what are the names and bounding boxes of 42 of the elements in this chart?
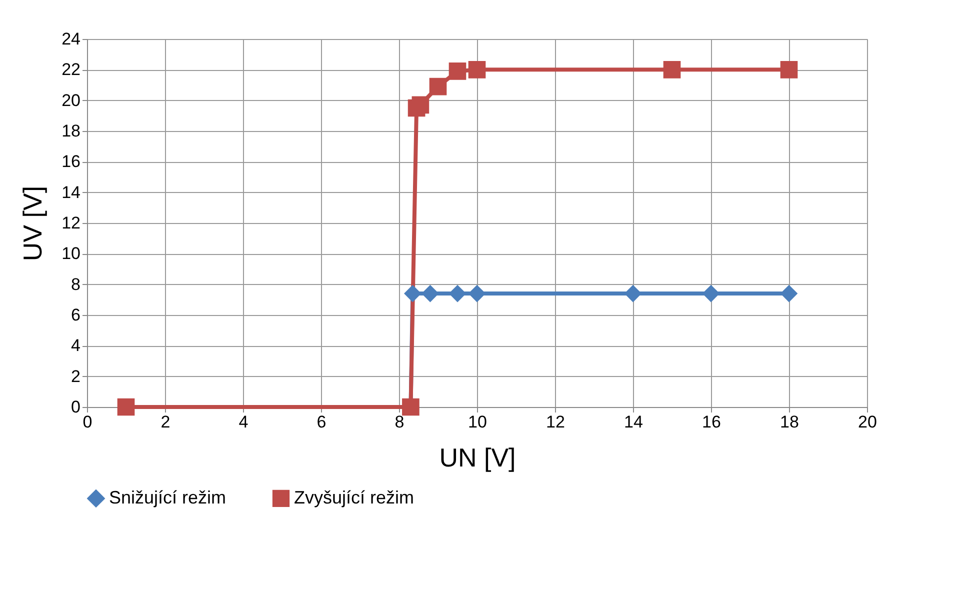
x-tick-label: 18 <box>780 412 799 432</box>
y-tick-label: 14 <box>62 182 80 202</box>
point <box>780 284 798 302</box>
point <box>422 284 439 302</box>
x-tick-label: 4 <box>238 412 248 432</box>
x-axis-title: UN [V] <box>439 442 516 472</box>
y-tick-label: 18 <box>62 122 80 140</box>
y-tick-label: 2 <box>71 366 80 386</box>
point <box>702 284 720 302</box>
y-tick-label: 6 <box>71 306 80 324</box>
y-tick-label: 12 <box>62 214 80 232</box>
point <box>468 284 486 302</box>
x-tick-label: 14 <box>624 412 643 432</box>
point <box>780 61 798 78</box>
point <box>448 284 466 302</box>
y-tick-label: 24 <box>62 30 80 48</box>
y-axis-title: UV [V] <box>18 186 48 262</box>
y-tick-label: 0 <box>71 398 80 416</box>
legend-label: Zvyšující režim <box>294 487 414 508</box>
point <box>468 61 486 78</box>
y-tick-label: 8 <box>71 274 80 294</box>
point <box>117 398 135 416</box>
y-tick-label: 22 <box>62 60 80 80</box>
y-tick-label: 4 <box>71 336 80 356</box>
x-tick-label: 10 <box>468 412 487 432</box>
y-tick-label: 16 <box>62 152 80 172</box>
y-tick-label: 20 <box>62 90 80 110</box>
x-tick-label: 16 <box>702 412 721 432</box>
point <box>404 284 422 302</box>
point <box>448 62 466 80</box>
point <box>412 96 430 114</box>
y-tick-label: 10 <box>62 244 80 264</box>
x-tick-label: 20 <box>858 412 877 432</box>
point <box>624 284 642 302</box>
x-tick-label: 8 <box>394 412 404 432</box>
point <box>663 61 681 78</box>
point <box>429 78 447 96</box>
x-tick-label: 0 <box>82 412 92 432</box>
legend-label: Snižující režim <box>109 487 226 508</box>
x-tick-label: 6 <box>316 412 326 432</box>
x-tick-label: 2 <box>160 412 170 432</box>
x-tick-label: 12 <box>546 412 565 432</box>
